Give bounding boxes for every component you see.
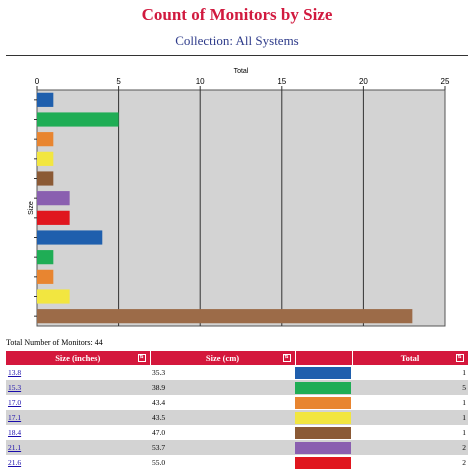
color-swatch-cell bbox=[295, 365, 352, 380]
total-cell: 1 bbox=[352, 395, 468, 410]
color-swatch-cell bbox=[295, 425, 352, 440]
y-axis-label: Size bbox=[28, 201, 35, 215]
x-tick-label: 5 bbox=[116, 77, 121, 86]
sort-icon[interactable]: ⇅ bbox=[282, 354, 291, 362]
size-inches-cell: 21.6 bbox=[6, 455, 150, 470]
color-swatch bbox=[295, 411, 351, 424]
size-cm-cell: 53.7 bbox=[150, 440, 295, 455]
total-cell: 1 bbox=[352, 365, 468, 380]
color-swatch bbox=[295, 396, 351, 409]
size-cm-cell: 35.3 bbox=[150, 365, 295, 380]
size-link[interactable]: 21.6 bbox=[8, 458, 22, 467]
color-swatch-cell bbox=[295, 410, 352, 425]
column-header-size-cm[interactable]: Size (cm) ⇅ bbox=[150, 351, 296, 365]
page-title: Count of Monitors by Size bbox=[141, 5, 333, 24]
sort-icon[interactable]: ⇅ bbox=[137, 354, 146, 362]
x-tick-label: 20 bbox=[359, 77, 368, 86]
size-inches-cell: 15.3 bbox=[6, 380, 150, 395]
size-cm-cell: 38.9 bbox=[150, 380, 295, 395]
column-header-color bbox=[295, 351, 353, 365]
column-header-size-inches[interactable]: Size (inches) ⇅ bbox=[6, 351, 151, 365]
total-cell: 2 bbox=[352, 455, 468, 470]
x-tick-label: 25 bbox=[441, 77, 450, 86]
size-link[interactable]: 17.1 bbox=[8, 413, 22, 422]
size-cm-cell: 43.5 bbox=[150, 410, 295, 425]
color-swatch-cell bbox=[295, 380, 352, 395]
table-row: 17.1 43.5 1 bbox=[6, 410, 468, 425]
size-link[interactable]: 13.8 bbox=[8, 368, 22, 377]
total-cell: 1 bbox=[352, 425, 468, 440]
bar bbox=[37, 112, 119, 127]
x-axis-label: Total bbox=[234, 68, 249, 75]
size-cm-cell: 47.0 bbox=[150, 425, 295, 440]
plot-area bbox=[36, 89, 446, 327]
total-cell: 1 bbox=[352, 410, 468, 425]
color-swatch bbox=[295, 366, 351, 379]
color-swatch-cell bbox=[295, 440, 352, 455]
table-row: 21.1 53.7 2 bbox=[6, 440, 468, 455]
total-cell: 5 bbox=[352, 380, 468, 395]
monitor-size-table: Size (inches) ⇅ Size (cm) ⇅ Total ⇅ 13.8 35.… bbox=[6, 351, 469, 470]
x-tick-label: 10 bbox=[196, 77, 205, 86]
color-swatch bbox=[295, 441, 351, 454]
size-link[interactable]: 18.4 bbox=[8, 428, 22, 437]
table-row: 21.6 55.0 2 bbox=[6, 455, 468, 470]
table-header-row: Size (inches) ⇅ Size (cm) ⇅ Total ⇅ bbox=[6, 351, 469, 365]
bar bbox=[37, 309, 413, 324]
sort-icon[interactable]: ⇅ bbox=[455, 354, 464, 362]
size-inches-cell: 18.4 bbox=[6, 425, 150, 440]
total-monitors-text: Total Number of Monitors: 44 bbox=[6, 338, 103, 347]
total-cell: 2 bbox=[352, 440, 468, 455]
size-cm-cell: 55.0 bbox=[150, 455, 295, 470]
divider bbox=[6, 55, 468, 56]
color-swatch-cell bbox=[295, 395, 352, 410]
monitor-size-bar-chart: Total 0 5 10 15 20 25 Size bbox=[28, 68, 450, 327]
color-swatch-cell bbox=[295, 455, 352, 470]
size-cm-cell: 43.4 bbox=[150, 395, 295, 410]
size-inches-cell: 21.1 bbox=[6, 440, 150, 455]
table-row: 17.0 43.4 1 bbox=[6, 395, 468, 410]
bar bbox=[37, 171, 54, 186]
bar bbox=[37, 250, 54, 265]
table-row: 18.4 47.0 1 bbox=[6, 425, 468, 440]
table-row: 13.8 35.3 1 bbox=[6, 365, 468, 380]
size-inches-cell: 13.8 bbox=[6, 365, 150, 380]
bar bbox=[37, 151, 54, 166]
bar bbox=[37, 210, 70, 225]
bar bbox=[37, 191, 70, 206]
size-link[interactable]: 15.3 bbox=[8, 383, 22, 392]
bar bbox=[37, 230, 103, 245]
bar bbox=[37, 92, 54, 107]
bar bbox=[37, 132, 54, 147]
x-tick-label: 0 bbox=[35, 77, 40, 86]
bar bbox=[37, 289, 70, 304]
column-header-total[interactable]: Total ⇅ bbox=[352, 351, 469, 365]
size-link[interactable]: 17.0 bbox=[8, 398, 22, 407]
size-link[interactable]: 21.1 bbox=[8, 443, 22, 452]
page-subtitle: Collection: All Systems bbox=[175, 33, 299, 48]
color-swatch bbox=[295, 426, 351, 439]
color-swatch bbox=[295, 456, 351, 469]
table-row: 15.3 38.9 5 bbox=[6, 380, 468, 395]
x-tick-label: 15 bbox=[277, 77, 286, 86]
color-swatch bbox=[295, 381, 351, 394]
size-inches-cell: 17.0 bbox=[6, 395, 150, 410]
size-inches-cell: 17.1 bbox=[6, 410, 150, 425]
bar bbox=[37, 269, 54, 284]
